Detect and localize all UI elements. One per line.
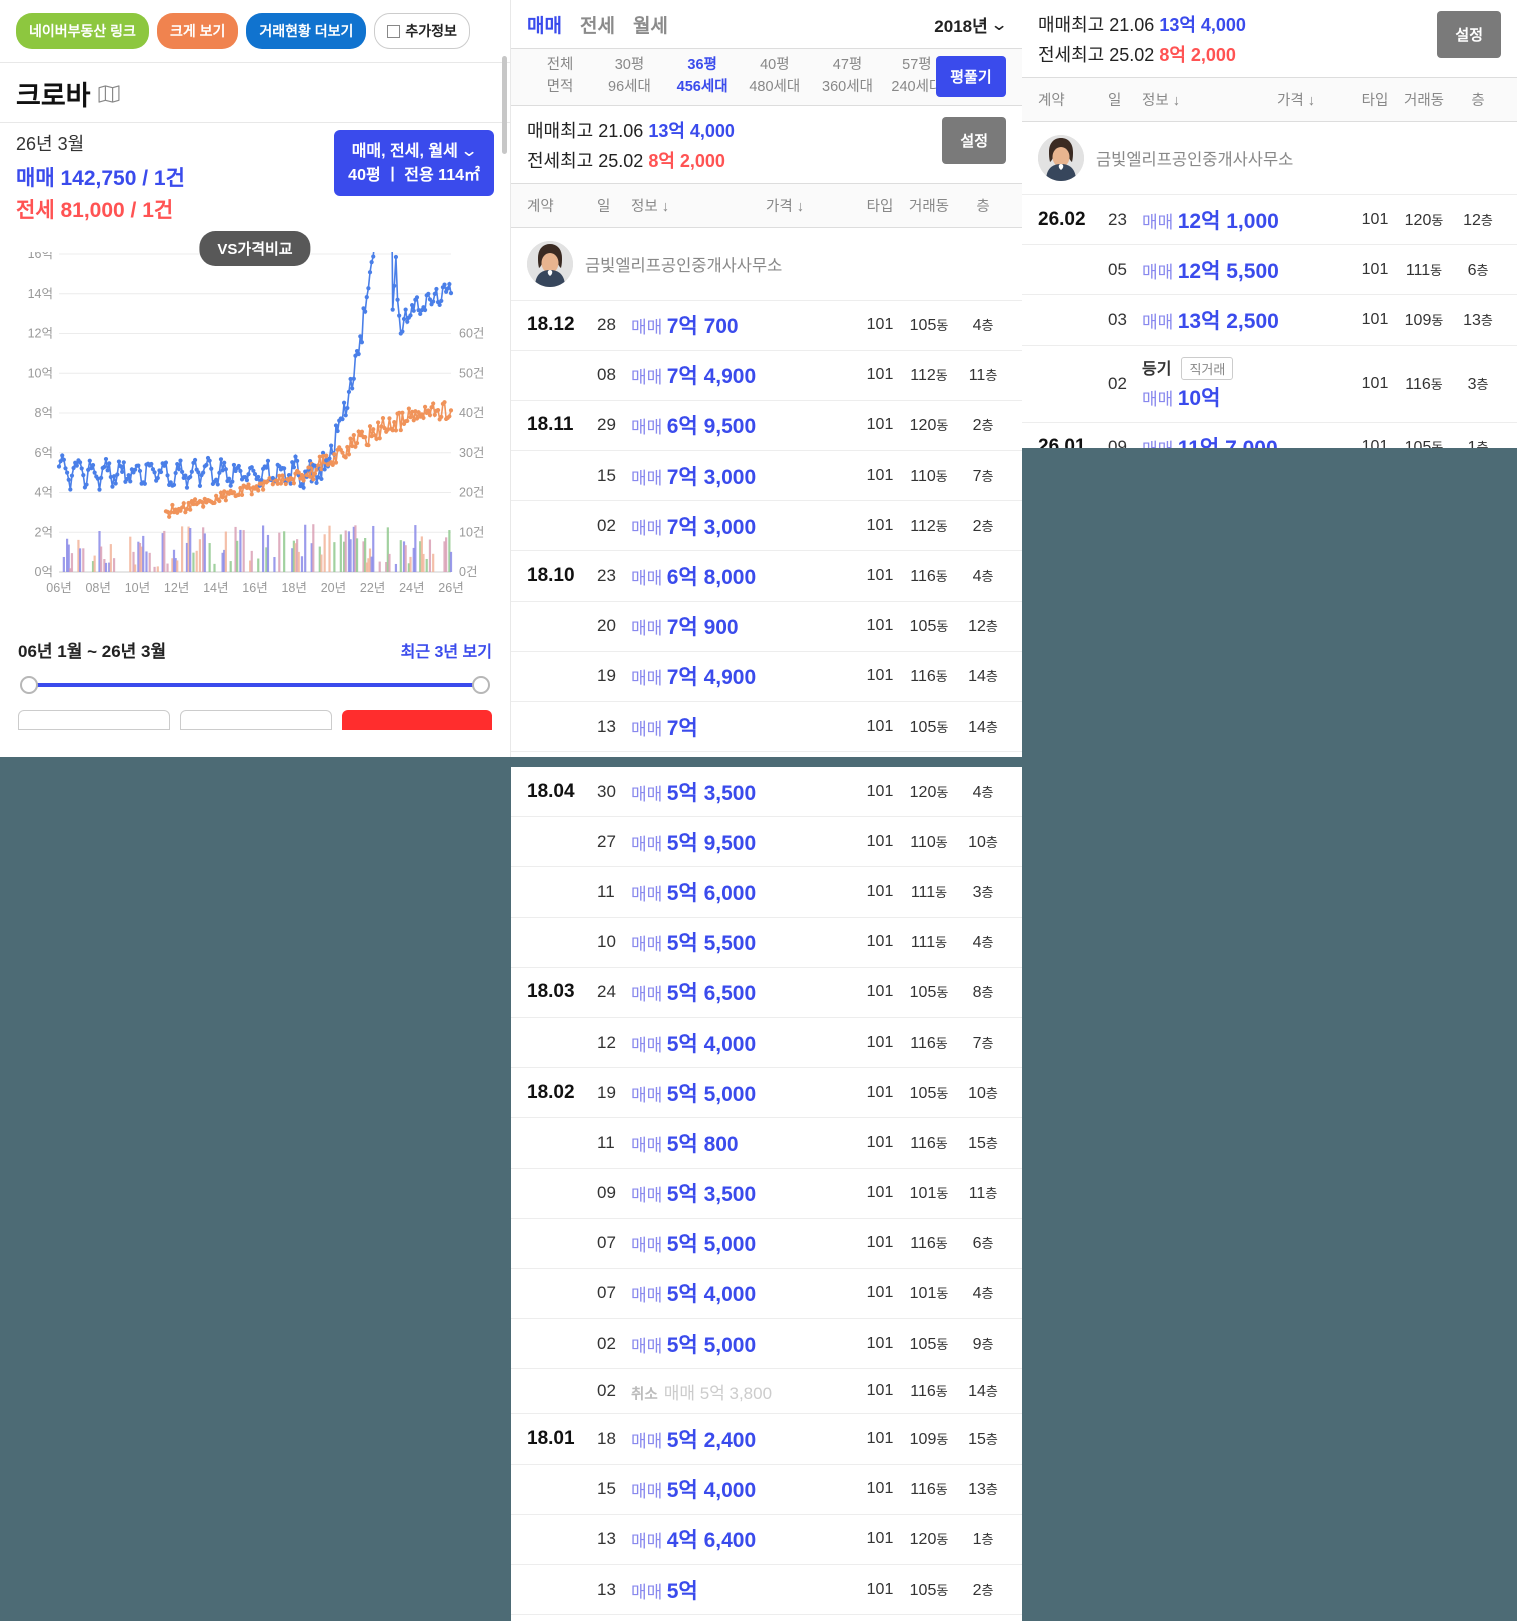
svg-text:26년: 26년: [438, 581, 463, 595]
svg-text:22년: 22년: [360, 581, 385, 595]
svg-text:14억: 14억: [28, 287, 53, 301]
svg-text:14년: 14년: [203, 581, 228, 595]
svg-text:0건: 0건: [459, 565, 477, 579]
svg-text:20건: 20건: [459, 486, 484, 500]
svg-text:06년: 06년: [46, 581, 71, 595]
svg-text:6억: 6억: [35, 446, 53, 460]
svg-text:40건: 40건: [459, 406, 484, 420]
svg-text:60건: 60건: [459, 327, 484, 341]
svg-text:10건: 10건: [459, 525, 484, 539]
svg-text:10억: 10억: [28, 366, 53, 380]
svg-text:20년: 20년: [321, 581, 346, 595]
svg-text:08년: 08년: [85, 581, 110, 595]
svg-text:24년: 24년: [399, 581, 424, 595]
svg-text:8억: 8억: [35, 406, 53, 420]
svg-text:12년: 12년: [164, 581, 189, 595]
svg-text:12억: 12억: [28, 327, 53, 341]
svg-text:10년: 10년: [125, 581, 150, 595]
svg-text:0억: 0억: [35, 565, 53, 579]
svg-text:4억: 4억: [35, 486, 53, 500]
svg-text:16억: 16억: [28, 252, 53, 261]
svg-text:16년: 16년: [242, 581, 267, 595]
svg-text:30건: 30건: [459, 446, 484, 460]
svg-text:18년: 18년: [281, 581, 306, 595]
svg-text:2억: 2억: [35, 525, 53, 539]
svg-text:50건: 50건: [459, 366, 484, 380]
